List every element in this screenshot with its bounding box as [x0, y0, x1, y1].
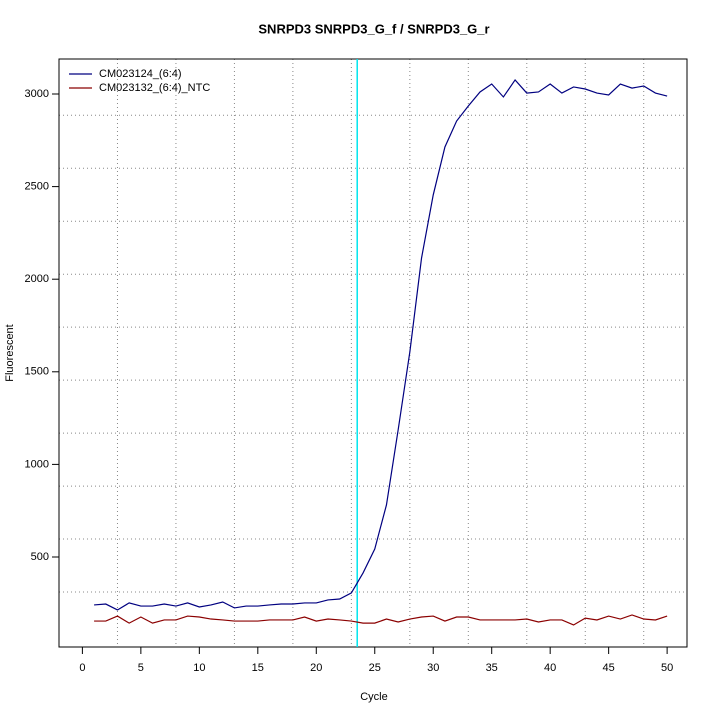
legend-label: CM023124_(6:4): [99, 68, 182, 80]
x-tick-label: 20: [310, 662, 322, 674]
y-axis-label: Fluorescent: [4, 324, 16, 381]
x-tick-label: 30: [427, 662, 439, 674]
y-tick-label: 1000: [25, 458, 49, 470]
x-tick-label: 35: [486, 662, 498, 674]
x-tick-label: 10: [193, 662, 205, 674]
x-tick-label: 50: [661, 662, 673, 674]
x-tick-label: 15: [252, 662, 264, 674]
plot-frame: [58, 58, 688, 648]
series-line: [94, 78, 668, 611]
x-tick-label: 5: [138, 662, 144, 674]
y-tick-label: 1500: [25, 366, 49, 378]
legend-label: CM023132_(6:4)_NTC: [99, 82, 210, 94]
x-tick-label: 40: [544, 662, 556, 674]
y-tick-label: 500: [31, 551, 49, 563]
y-tick-label: 2500: [25, 181, 49, 193]
chart-title: SNRPD3 SNRPD3_G_f / SNRPD3_G_r: [258, 21, 489, 36]
x-tick-label: 0: [79, 662, 85, 674]
y-tick-label: 2000: [25, 273, 49, 285]
y-tick-label: 3000: [25, 88, 49, 100]
x-axis-label: Cycle: [360, 691, 388, 703]
x-tick-label: 25: [369, 662, 381, 674]
series-line: [94, 614, 668, 626]
x-tick-label: 45: [603, 662, 615, 674]
